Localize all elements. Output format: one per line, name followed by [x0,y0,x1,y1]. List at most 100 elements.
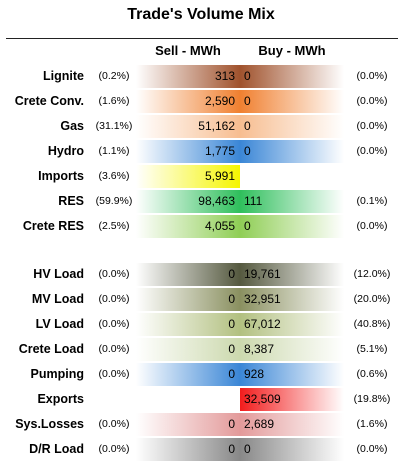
sell-gradient-cell [136,140,240,163]
buy-percent: (0.0%) [356,145,388,157]
buy-percent: (20.0%) [353,293,391,305]
sell-value: 51,162 [198,119,235,133]
sell-percent: (0.0%) [98,368,130,380]
buy-gradient-cell [240,288,344,311]
sell-value: 313 [214,69,235,83]
buy-percent: (0.0%) [356,120,388,132]
row-label: Sys.Losses [15,417,84,431]
sell-gradient-cell [136,413,240,436]
sell-percent: (0.0%) [98,268,130,280]
sell-percent: (1.1%) [98,145,130,157]
buy-gradient-cell [240,115,344,138]
title-divider [6,38,398,39]
buy-gradient-cell [240,215,344,238]
row-label: Hydro [47,144,84,158]
table-row: Hydro (1.1%) 1,775 0 (0.0%) [0,139,402,164]
sell-gradient-cell [136,263,240,286]
row-label: Gas [60,119,84,133]
row-label: Pumping [30,367,84,381]
sell-value: 0 [228,442,235,456]
sell-gradient-cell [136,363,240,386]
sell-percent: (1.6%) [98,95,130,107]
table-row: Pumping (0.0%) 0 928 (0.6%) [0,362,402,387]
row-label: MV Load [31,292,84,306]
sell-value: 0 [228,267,235,281]
sell-gradient-cell [136,313,240,336]
buy-value: 0 [244,219,251,233]
sell-value: 0 [228,367,235,381]
row-label: Lignite [43,69,84,83]
sell-value: 0 [228,342,235,356]
table-row: Imports (3.6%) 5,991 [0,164,402,189]
row-label: LV Load [35,317,84,331]
table-row: Sys.Losses (0.0%) 0 2,689 (1.6%) [0,412,402,437]
buy-gradient-cell [240,263,344,286]
buy-percent: (0.1%) [356,195,388,207]
buy-value: 0 [244,119,251,133]
buy-value: 0 [244,144,251,158]
sell-percent: (59.9%) [95,195,133,207]
table-row: Lignite (0.2%) 313 0 (0.0%) [0,64,402,89]
buy-value: 0 [244,69,251,83]
buy-value: 928 [244,367,265,381]
sell-percent: (31.1%) [95,120,133,132]
table-row: LV Load (0.0%) 0 67,012 (40.8%) [0,312,402,337]
buy-percent: (5.1%) [356,343,388,355]
table-row: D/R Load (0.0%) 0 0 (0.0%) [0,437,402,462]
sell-value: 0 [228,317,235,331]
buy-value: 32,951 [244,292,281,306]
buy-percent: (19.8%) [353,393,391,405]
table-row: Crete Conv. (1.6%) 2,590 0 (0.0%) [0,89,402,114]
sell-gradient-cell [136,288,240,311]
sell-gradient-cell [136,338,240,361]
sell-percent: (0.2%) [98,70,130,82]
sell-percent: (0.0%) [98,318,130,330]
buy-percent: (40.8%) [353,318,391,330]
buy-gradient-cell [240,438,344,461]
sell-gradient-cell [136,190,240,213]
table-row: RES (59.9%) 98,463 111 (0.1%) [0,189,402,214]
table-row: Crete RES (2.5%) 4,055 0 (0.0%) [0,214,402,239]
buy-value: 2,689 [244,417,275,431]
buy-gradient-cell [240,140,344,163]
sell-percent: (0.0%) [98,418,130,430]
sell-percent: (2.5%) [98,220,130,232]
buy-gradient-cell [240,65,344,88]
row-label: Imports [38,169,84,183]
buy-column-header: Buy - MWh [258,43,326,58]
sell-gradient-cell [136,165,240,188]
sell-value: 5,991 [204,169,235,183]
buy-gradient-cell [240,313,344,336]
sell-column-header: Sell - MWh [155,43,221,58]
buy-gradient-cell [240,388,344,411]
buy-gradient-cell [240,363,344,386]
chart-title: Trade's Volume Mix [127,6,275,23]
buy-gradient-cell [240,338,344,361]
buy-value: 32,509 [244,392,281,406]
sell-percent: (0.0%) [98,443,130,455]
buy-gradient-cell [240,190,344,213]
sell-value: 4,055 [204,219,235,233]
sell-gradient-cell [136,65,240,88]
buy-percent: (0.0%) [356,95,388,107]
sell-value: 0 [228,417,235,431]
buy-value: 0 [244,94,251,108]
buy-percent: (0.0%) [356,443,388,455]
sell-gradient-cell [136,115,240,138]
buy-gradient-cell [240,90,344,113]
row-label: Exports [37,392,84,406]
buy-percent: (0.0%) [356,220,388,232]
sell-gradient-cell [136,215,240,238]
sell-percent: (3.6%) [98,170,130,182]
row-label: Crete RES [22,219,84,233]
sell-value: 98,463 [198,194,235,208]
buy-value: 0 [244,442,251,456]
sell-percent: (0.0%) [98,343,130,355]
table-row: HV Load (0.0%) 0 19,761 (12.0%) [0,262,402,287]
buy-percent: (0.6%) [356,368,388,380]
table-row: Exports 32,509 (19.8%) [0,387,402,412]
sell-value: 1,775 [204,144,235,158]
row-label: Crete Conv. [14,94,84,108]
buy-percent: (1.6%) [356,418,388,430]
sell-gradient-cell [136,438,240,461]
